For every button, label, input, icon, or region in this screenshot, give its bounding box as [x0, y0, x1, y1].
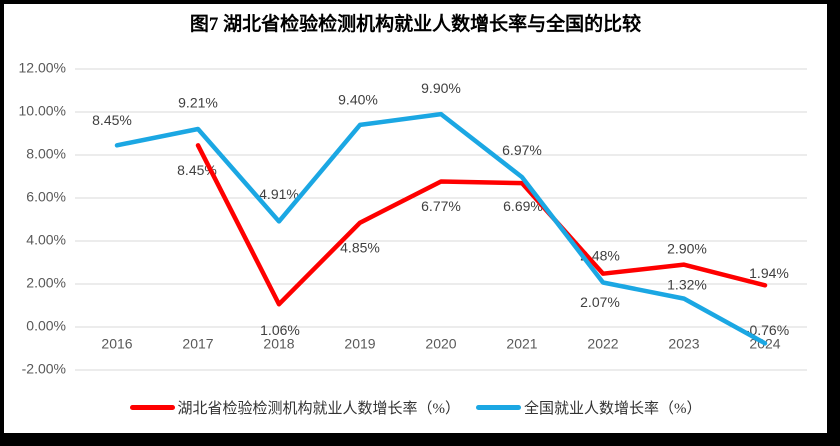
y-axis-tick-label: 12.00%: [19, 60, 66, 76]
data-label: 8.45%: [92, 112, 132, 128]
chart-title: 图7 湖北省检验检测机构就业人数增长率与全国的比较: [189, 14, 642, 35]
data-label: 9.40%: [338, 92, 378, 108]
data-label: 2.07%: [580, 294, 620, 310]
y-axis-tick-label: 0.00%: [26, 318, 66, 334]
legend-label: 全国就业人数增长率（%）: [524, 401, 702, 417]
data-label: 9.90%: [421, 80, 461, 96]
legend-line-swatch: [476, 405, 521, 410]
x-axis-tick-label: 2023: [668, 336, 699, 352]
data-label: 6.97%: [502, 142, 542, 158]
legend-item: 全国就业人数增长率（%）: [476, 397, 702, 418]
x-axis-tick-label: 2022: [587, 336, 618, 352]
data-label: 6.77%: [421, 198, 461, 214]
data-label: 4.91%: [259, 186, 299, 202]
series-line: [114, 111, 768, 346]
y-axis-tick-label: 2.00%: [26, 275, 66, 291]
x-axis-tick-label: 2016: [101, 336, 132, 352]
chart-legend: 湖北省检验检测机构就业人数增长率（%） 全国就业人数增长率（%）: [4, 397, 827, 418]
y-axis-tick-label: -2.00%: [22, 361, 66, 377]
legend-item: 湖北省检验检测机构就业人数增长率（%）: [129, 397, 461, 418]
data-label: 1.32%: [667, 276, 707, 292]
series-line: [195, 143, 768, 307]
data-label: 6.69%: [503, 198, 543, 214]
x-axis-tick-label: 2019: [344, 336, 375, 352]
legend-line-swatch: [129, 405, 175, 410]
y-axis-tick-label: 4.00%: [26, 232, 66, 248]
data-label: 1.94%: [749, 265, 789, 281]
data-label: 1.06%: [260, 322, 300, 338]
y-axis-tick-label: 10.00%: [19, 103, 66, 119]
data-label: 4.85%: [340, 239, 380, 255]
y-axis-tick-label: 8.00%: [26, 146, 66, 162]
x-axis-tick-label: 2018: [263, 336, 294, 352]
x-axis-tick-label: 2021: [506, 336, 537, 352]
line-chart-plot: 12.00% 10.00% 8.00% 6.00% 4.00% 2.00% 0.00% -2.…: [19, 60, 807, 377]
data-label: 2.90%: [667, 240, 707, 256]
y-axis-tick-label: 6.00%: [26, 189, 66, 205]
x-axis-tick-label: 2017: [182, 336, 213, 352]
data-label: -0.76%: [745, 322, 789, 338]
x-axis-tick-label: 2020: [425, 336, 456, 352]
data-label: 9.21%: [178, 95, 218, 111]
legend-label: 湖北省检验检测机构就业人数增长率（%）: [177, 401, 461, 417]
